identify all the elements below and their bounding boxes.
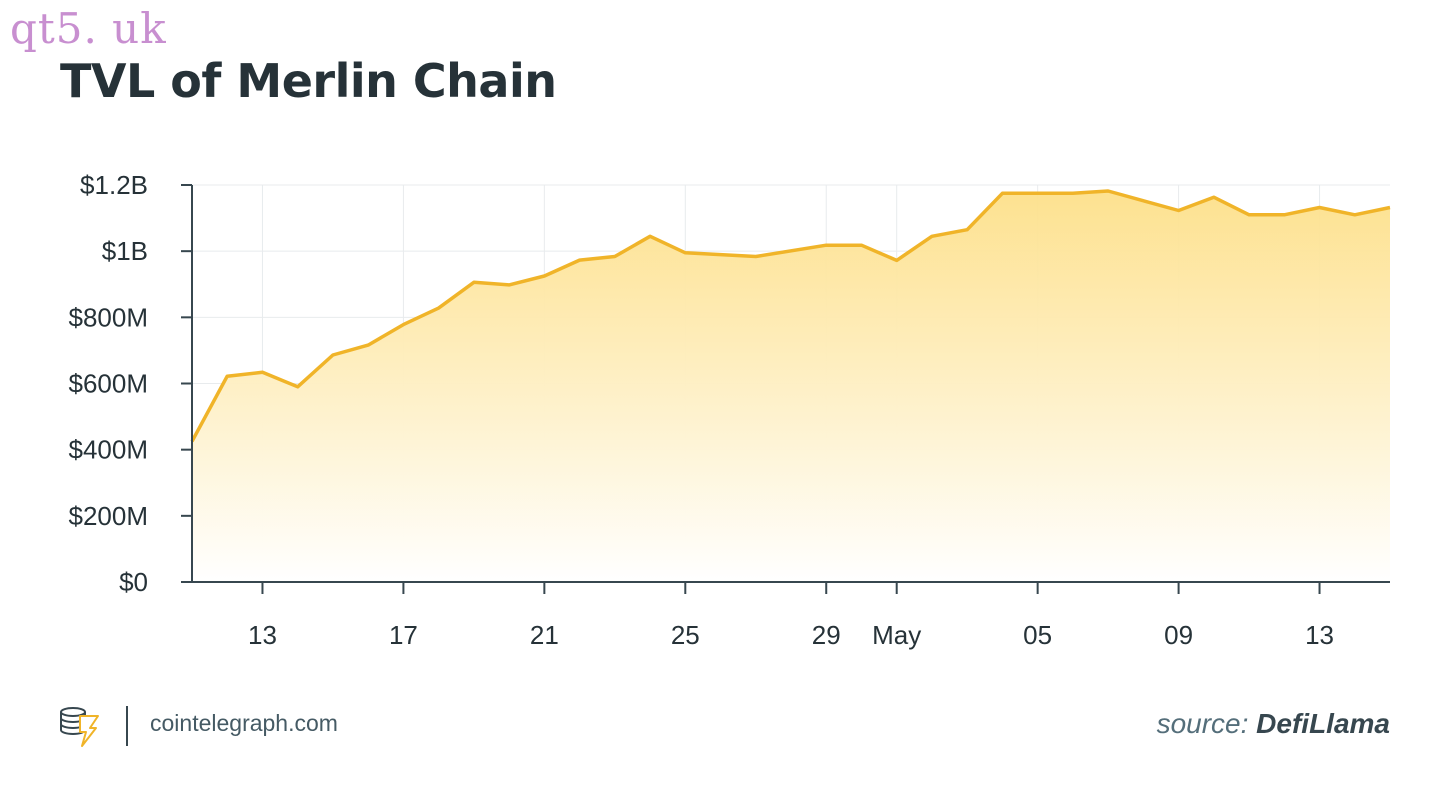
tvl-series-line <box>190 189 1391 443</box>
y-tick-label: $1B <box>102 236 148 266</box>
x-tick-label: 29 <box>812 620 841 650</box>
tvl-area-fill <box>192 191 1390 582</box>
x-tick-label: 25 <box>671 620 700 650</box>
y-axis-ticks: $0 $200M $400M $600M $800M $1B $1.2B <box>69 170 192 597</box>
x-tick-label: 09 <box>1164 620 1193 650</box>
footer-divider <box>126 706 128 746</box>
y-tick-label: $0 <box>119 567 148 597</box>
source-name: DefiLlama <box>1256 708 1390 739</box>
source-prefix: source: <box>1156 708 1249 739</box>
y-tick-label: $1.2B <box>80 170 148 200</box>
x-tick-label: 21 <box>530 620 559 650</box>
x-axis-ticks: 13 17 21 25 29 May 05 09 13 <box>248 582 1334 650</box>
footer-site-link[interactable]: cointelegraph.com <box>150 710 338 736</box>
x-tick-label: 05 <box>1023 620 1052 650</box>
x-tick-label: 17 <box>389 620 418 650</box>
x-tick-label: May <box>872 620 921 650</box>
watermark-text: qt5. uk <box>10 4 167 53</box>
y-tick-label: $600M <box>69 369 149 399</box>
y-tick-label: $400M <box>69 435 149 465</box>
cointelegraph-logo-icon <box>60 707 99 747</box>
x-tick-label: 13 <box>1305 620 1334 650</box>
y-tick-label: $800M <box>69 302 149 332</box>
x-tick-label: 13 <box>248 620 277 650</box>
y-tick-label: $200M <box>69 501 149 531</box>
chart-title: TVL of Merlin Chain <box>60 54 557 108</box>
footer-source: source: DefiLlama <box>1157 708 1390 740</box>
